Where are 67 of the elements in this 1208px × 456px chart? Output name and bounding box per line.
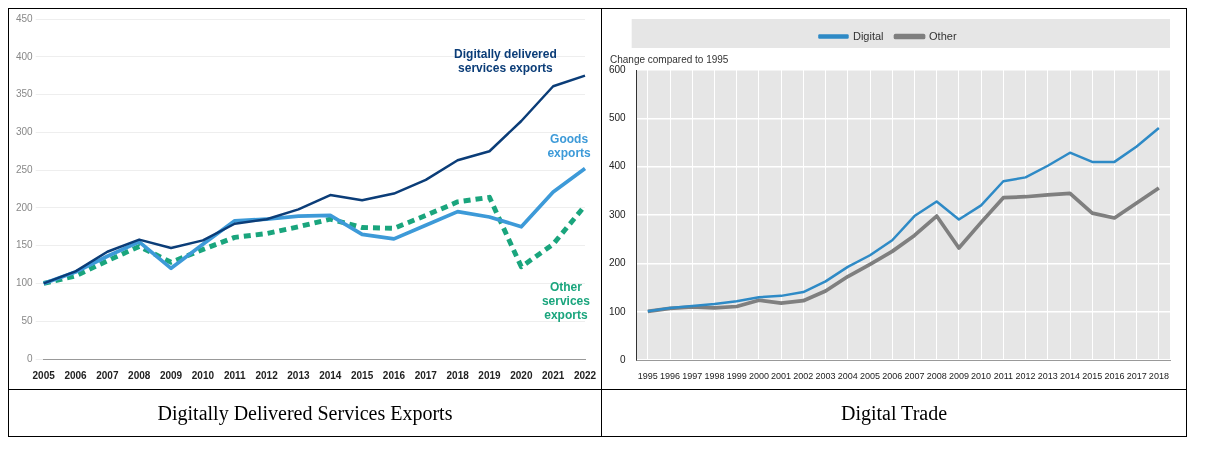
y-tick-label: 450 xyxy=(16,12,34,24)
y-tick-label: 300 xyxy=(16,126,34,138)
x-tick-label: 1998 xyxy=(704,371,725,382)
x-tick-label: 2011 xyxy=(993,371,1014,382)
y-tick-label: 50 xyxy=(21,314,34,326)
x-tick-label: 2008 xyxy=(926,371,947,382)
x-tick-label: 2010 xyxy=(971,371,992,382)
y-tick-label: 400 xyxy=(16,50,34,62)
x-tick-label: 2021 xyxy=(542,369,565,381)
x-tick-label: 2007 xyxy=(96,369,119,381)
legend-label: Other xyxy=(929,29,957,42)
text: Digitally Delivered Services Exports xyxy=(8,389,602,437)
x-tick-label: 1996 xyxy=(660,371,681,382)
x-tick-label: 2014 xyxy=(1059,371,1081,382)
y-tick-label: 0 xyxy=(27,352,34,364)
x-tick-label: 2004 xyxy=(837,371,858,382)
x-tick-label: 2007 xyxy=(904,371,925,382)
x-tick-label: 2002 xyxy=(793,371,814,382)
y-tick-label: 300 xyxy=(609,208,627,220)
x-tick-label: 2014 xyxy=(319,369,342,381)
y-tick-label: 400 xyxy=(609,160,627,172)
series-label: Goods exports xyxy=(547,131,592,160)
x-tick-label: 2016 xyxy=(1104,371,1125,382)
x-tick-label: 1999 xyxy=(726,371,747,382)
x-tick-label: 2001 xyxy=(771,371,792,382)
legend-label: Digital xyxy=(852,29,884,42)
series-label: Other services exports xyxy=(541,279,591,322)
y-tick-label: 350 xyxy=(16,88,34,100)
x-tick-label: 2009 xyxy=(159,369,183,381)
x-tick-label: 2015 xyxy=(350,369,374,381)
x-tick-label: 2006 xyxy=(64,369,88,381)
y-tick-label: 200 xyxy=(609,257,627,269)
x-tick-label: 2016 xyxy=(382,369,406,381)
y-tick-label: 150 xyxy=(16,239,34,251)
x-tick-label: 2022 xyxy=(573,369,597,381)
y-tick-label: 100 xyxy=(609,305,627,317)
x-tick-label: 2012 xyxy=(255,369,279,381)
x-tick-label: 2003 xyxy=(815,371,836,382)
x-tick-label: 1995 xyxy=(637,371,658,382)
x-tick-label: 2009 xyxy=(948,371,969,382)
x-tick-label: 2015 xyxy=(1082,371,1103,382)
x-tick-label: 2000 xyxy=(748,371,769,382)
x-tick-label: 2017 xyxy=(414,369,438,381)
x-tick-label: 2008 xyxy=(128,369,151,381)
y-tick-label: 600 xyxy=(609,63,627,75)
x-tick-label: 2012 xyxy=(1015,371,1036,382)
x-tick-label: 2005 xyxy=(32,369,56,381)
x-tick-label: 2005 xyxy=(859,371,881,382)
x-tick-label: 2019 xyxy=(478,369,502,381)
x-tick-label: 2006 xyxy=(882,371,903,382)
x-tick-label: 2010 xyxy=(191,369,215,381)
y-tick-label: 0 xyxy=(620,353,627,365)
y-axis-title: Change compared to 1995 xyxy=(610,53,729,65)
y-tick-label: 100 xyxy=(16,277,34,289)
x-tick-label: 2011 xyxy=(223,369,247,381)
series-label: Digitally delivered services exports xyxy=(454,47,557,76)
y-tick-label: 200 xyxy=(16,201,34,213)
y-tick-label: 250 xyxy=(16,163,34,175)
x-tick-label: 2017 xyxy=(1126,371,1147,382)
x-tick-label: 2020 xyxy=(510,369,533,381)
x-tick-label: 2018 xyxy=(1148,371,1169,382)
y-tick-label: 500 xyxy=(609,112,627,124)
x-tick-label: 1997 xyxy=(682,371,703,382)
x-tick-label: 2013 xyxy=(287,369,310,381)
x-tick-label: 2018 xyxy=(446,369,470,381)
x-tick-label: 2013 xyxy=(1037,371,1058,382)
text: Digital Trade xyxy=(601,389,1187,437)
